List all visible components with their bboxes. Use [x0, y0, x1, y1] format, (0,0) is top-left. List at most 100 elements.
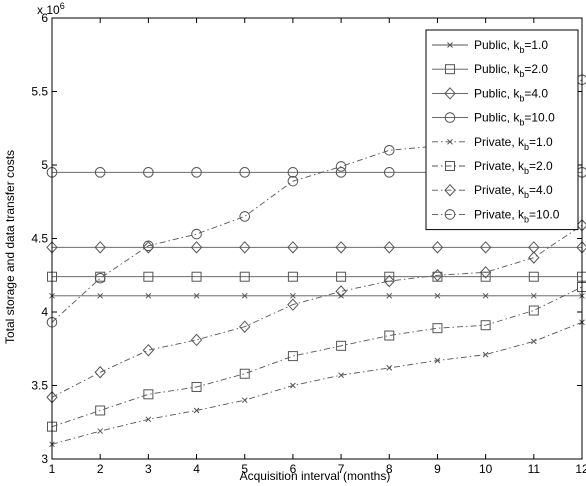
x-tick-label: 1	[49, 462, 56, 476]
x-tick-label: 2	[97, 462, 104, 476]
x-tick-label: 7	[338, 462, 345, 476]
legend-marker	[444, 209, 456, 220]
data-point	[241, 292, 248, 299]
data-point	[528, 305, 539, 316]
series-2	[47, 271, 586, 282]
legend-marker	[444, 112, 456, 123]
legend-item: Public, kb=4.0	[432, 86, 548, 103]
series-line	[51, 286, 583, 428]
data-point	[191, 381, 202, 392]
series-5	[49, 319, 585, 448]
series-line	[51, 321, 583, 445]
x-tick-label: 9	[434, 462, 441, 476]
data-point	[142, 343, 155, 357]
data-point	[190, 241, 203, 254]
x-tick-label: 12	[575, 462, 586, 476]
data-point	[383, 241, 395, 254]
y-tick-label: 6	[41, 11, 48, 25]
data-point	[335, 241, 347, 254]
data-point	[383, 274, 395, 288]
legend-label: Private, kb=2.0	[474, 159, 553, 176]
legend-item: Public, kb=10.0	[432, 111, 555, 128]
data-point	[97, 292, 104, 299]
data-point	[434, 292, 441, 299]
data-point	[193, 407, 200, 414]
legend-marker	[444, 87, 456, 100]
data-point	[287, 351, 298, 362]
data-point	[528, 251, 540, 264]
data-point	[94, 366, 106, 379]
legend-marker	[445, 161, 455, 171]
y-tick-label: 5	[41, 158, 48, 172]
data-point	[335, 285, 347, 298]
y-tick-label: 5.5	[31, 85, 48, 99]
legend-box	[425, 29, 579, 231]
x-tick-label: 10	[479, 462, 493, 476]
data-point	[290, 292, 296, 299]
data-point	[287, 167, 299, 178]
legend-item: Private, kb=10.0	[432, 207, 560, 224]
y-tick-label: 3.5	[31, 379, 48, 393]
legend-label: Public, kb=10.0	[474, 111, 555, 128]
x-tick-label: 6	[290, 462, 297, 476]
data-point	[528, 271, 539, 282]
data-point	[431, 241, 444, 254]
data-point	[94, 167, 106, 178]
data-point	[239, 211, 251, 222]
legend-item: Public, kb=1.0	[432, 38, 548, 55]
y-axis-label: Total storage and data transfer costs	[3, 150, 17, 344]
data-point	[97, 428, 104, 434]
x-tick-label: 3	[145, 462, 152, 476]
data-point	[241, 397, 248, 404]
data-point	[191, 167, 202, 178]
data-point	[338, 292, 344, 299]
data-point	[193, 292, 200, 299]
y-axis-exponent-label: x 106	[37, 1, 65, 17]
data-point	[239, 368, 250, 379]
data-point	[143, 271, 154, 282]
legend-item: Private, kb=2.0	[432, 159, 553, 176]
x-tick-label: 4	[193, 462, 200, 476]
data-point	[287, 271, 298, 282]
data-point	[336, 340, 347, 351]
data-point	[239, 241, 251, 254]
data-point	[431, 269, 444, 282]
data-point	[338, 372, 344, 379]
data-point	[530, 338, 537, 345]
data-point	[191, 271, 202, 282]
legend-label: Public, kb=1.0	[474, 38, 548, 55]
data-point	[482, 351, 489, 358]
series-6	[47, 282, 586, 432]
legend-label: Public, kb=4.0	[474, 86, 548, 103]
y-tick-label: 4.5	[31, 232, 48, 246]
data-point	[94, 241, 106, 254]
data-point	[384, 330, 395, 341]
legend-item: Public, kb=2.0	[432, 62, 548, 79]
data-point	[290, 382, 296, 389]
x-tick-label: 11	[528, 462, 541, 476]
y-tick-label: 3	[41, 452, 48, 466]
legend-marker	[445, 64, 455, 75]
legend-item: Private, kb=4.0	[432, 183, 553, 200]
data-point	[94, 272, 106, 284]
data-point	[95, 405, 106, 416]
data-point	[142, 241, 155, 254]
data-point	[145, 416, 152, 423]
data-point	[383, 167, 395, 178]
y-tick-label: 4	[41, 305, 48, 319]
legend: Public, kb=1.0 Public, kb=2.0 Public, kb=4…	[425, 29, 579, 231]
data-point	[383, 145, 395, 156]
data-point	[482, 292, 489, 299]
data-point	[434, 357, 441, 364]
data-point	[335, 161, 347, 172]
data-point	[287, 175, 299, 187]
data-point	[143, 240, 154, 252]
x-tick-label: 8	[386, 462, 393, 476]
data-point	[479, 266, 492, 279]
data-point	[336, 271, 347, 282]
data-point	[432, 323, 443, 334]
legend-label: Public, kb=2.0	[474, 62, 548, 79]
series-3	[46, 241, 586, 254]
data-point	[191, 228, 202, 240]
